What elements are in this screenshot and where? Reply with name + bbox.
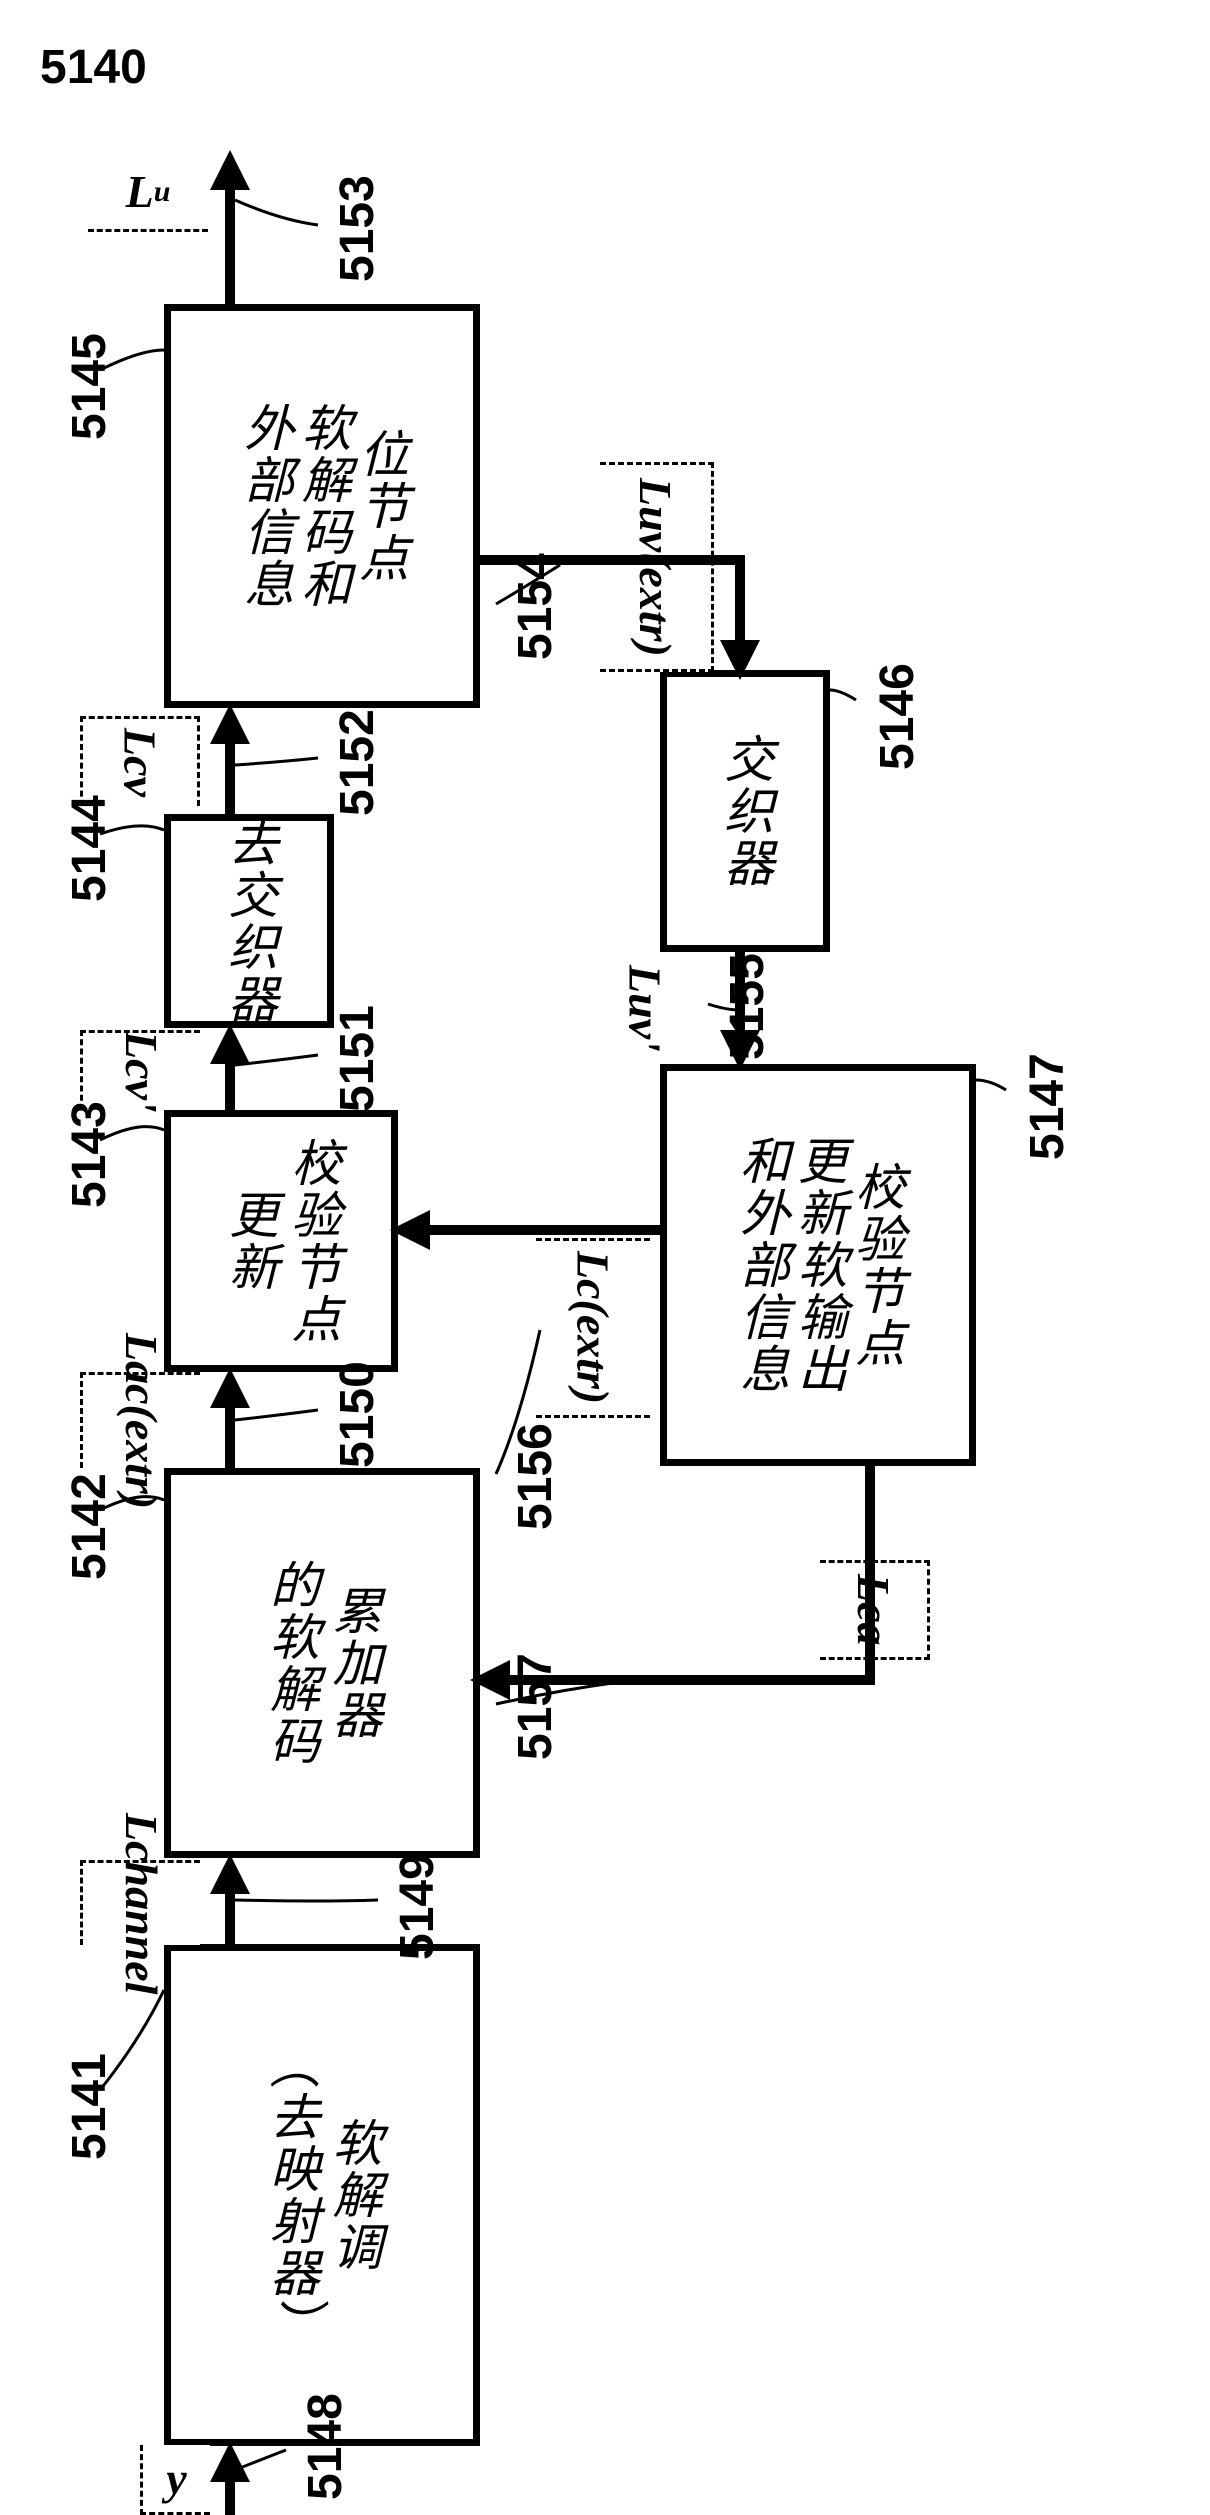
block-bit-node-label: 位节点 软解码和 外部信息 (236, 402, 409, 610)
ref-5145: 5145 (62, 333, 117, 440)
block-accumulator-soft-decode: 累加器 的软解码 (164, 1468, 480, 1858)
block-interleaver: 交织器 (660, 670, 830, 952)
ref-5142: 5142 (62, 1473, 117, 1580)
label-lc-extr: Lc(extr) (536, 1238, 650, 1418)
ref-5155: 5155 (720, 953, 775, 1060)
label-luv-prime: Luv' (590, 958, 700, 1058)
block-deinterleaver: 去交织器 (164, 814, 334, 1028)
label-lchannel: Lchannel (80, 1860, 200, 1945)
ref-5152: 5152 (330, 709, 385, 816)
ref-5147: 5147 (1020, 1053, 1075, 1160)
block-check-node-update: 校验节点 更新 (164, 1110, 398, 1372)
block-check-node-soft-output: 校验节点 更新软输出 和外部信息 (660, 1064, 976, 1466)
ref-5157: 5157 (508, 1653, 563, 1760)
label-lac-extr: Lac(extr) (80, 1372, 200, 1468)
ref-5144: 5144 (62, 795, 117, 902)
block-deinterleaver-label: 去交织器 (218, 817, 281, 1025)
ref-5154: 5154 (508, 553, 563, 660)
ref-5156: 5156 (508, 1423, 563, 1530)
block-check-node-label: 校验节点 更新 (219, 1137, 344, 1345)
ref-5148: 5148 (298, 2393, 353, 2500)
ref-5149: 5149 (390, 1853, 445, 1960)
label-luv-extr: Luv(extr) (600, 462, 714, 672)
label-lca: Lca (820, 1560, 930, 1660)
block-soft-demod-label: 软解调 （去映射器） (260, 2039, 385, 2351)
ref-5150: 5150 (330, 1361, 385, 1468)
block-bit-node: 位节点 软解码和 外部信息 (164, 304, 480, 708)
block-check-node-soft-output-label: 校验节点 更新软输出 和外部信息 (732, 1135, 905, 1395)
label-lcv-prime: Lcv' (80, 1030, 200, 1110)
ref-5151: 5151 (330, 1005, 385, 1112)
ref-5146: 5146 (870, 663, 925, 770)
ref-5143: 5143 (62, 1101, 117, 1208)
block-interleaver-label: 交织器 (714, 733, 777, 889)
block-soft-demod: 软解调 （去映射器） (164, 1944, 480, 2446)
label-y: y (140, 2445, 210, 2515)
ref-5141: 5141 (62, 2053, 117, 2160)
label-lcv: Lcv (80, 716, 200, 806)
ref-5153: 5153 (330, 175, 385, 282)
block-accumulator-label: 累加器 的软解码 (260, 1559, 385, 1767)
figure-ref: 5140 (40, 40, 147, 95)
label-lu: Lu (88, 154, 208, 232)
